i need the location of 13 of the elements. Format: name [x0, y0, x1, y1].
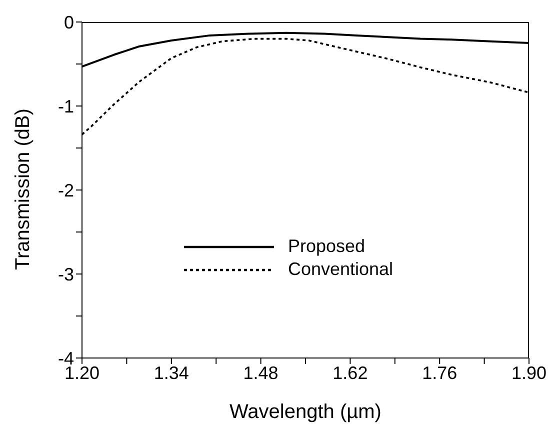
x-tick-label: 1.76 [422, 362, 458, 383]
x-tick-label: 1.34 [154, 362, 189, 383]
x-tick-label: 1.48 [243, 362, 278, 383]
y-axis-title: Transmission (dB) [12, 108, 34, 270]
legend-label: Proposed [288, 236, 366, 257]
y-tick-label: -3 [58, 264, 74, 284]
x-axis-title: Wavelength (µm) [230, 401, 382, 423]
y-tick-label: 0 [64, 12, 74, 32]
legend-label: Conventional [288, 259, 394, 280]
x-tick-label: 1.90 [511, 362, 547, 383]
x-tick-label: 1.62 [332, 362, 368, 383]
y-tick-label: -1 [58, 96, 74, 116]
y-tick-label: -2 [58, 180, 74, 200]
